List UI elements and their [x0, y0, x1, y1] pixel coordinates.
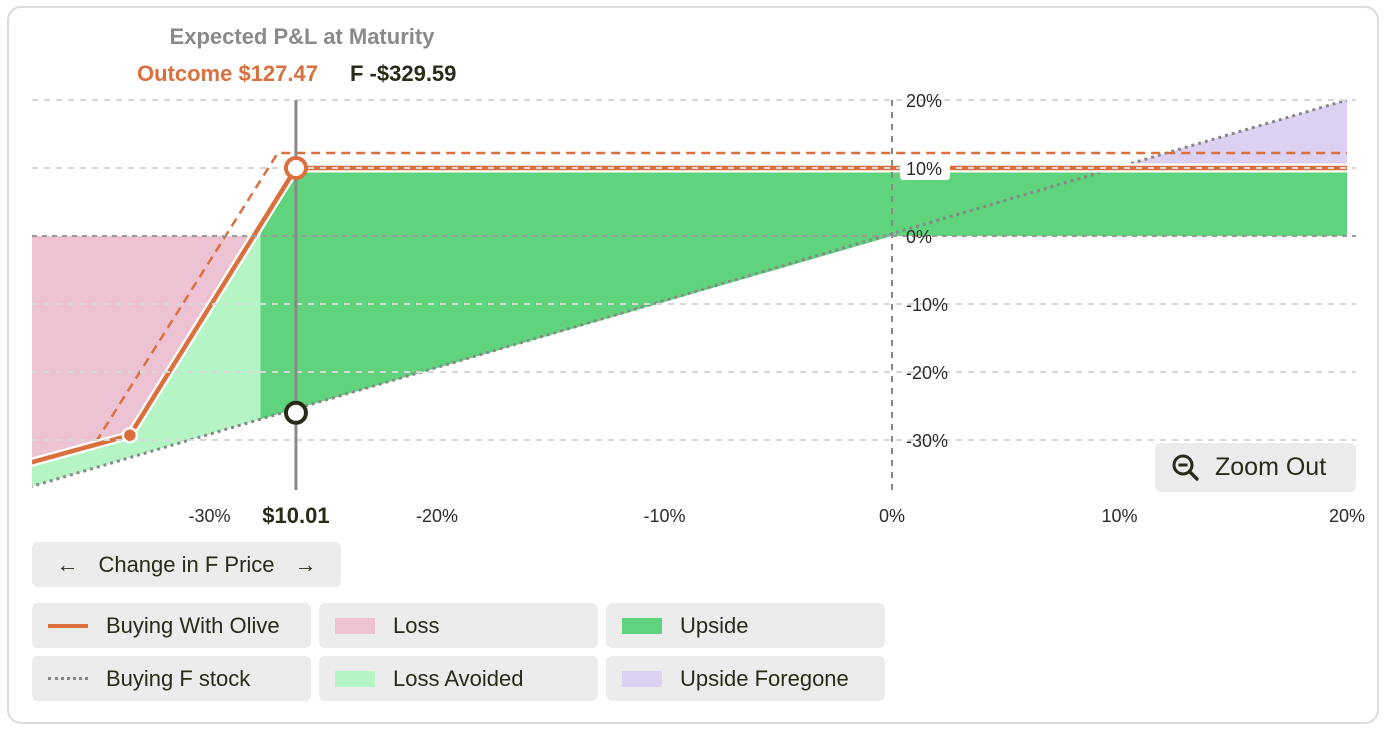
- x-tick-label: -20%: [416, 506, 458, 526]
- legend-loss[interactable]: Loss: [319, 603, 598, 648]
- legend-loss-avoided[interactable]: Loss Avoided: [319, 656, 598, 701]
- arrow-left-icon[interactable]: ←: [56, 551, 79, 577]
- plot-area: [32, 100, 1348, 488]
- legend-upside-foregone[interactable]: Upside Foregone: [606, 656, 885, 701]
- dotted-line-swatch-icon: [48, 677, 88, 680]
- legend-label: Buying With Olive: [106, 612, 280, 638]
- y-tick-label: -30%: [906, 431, 948, 451]
- upside-foregone-swatch-icon: [622, 670, 662, 687]
- series-line-olive: [32, 165, 1347, 465]
- axis-selector[interactable]: ← Change in F Price →: [32, 542, 341, 587]
- x-tick-label: -30%: [188, 506, 230, 526]
- chart-title: Expected P&L at Maturity: [169, 24, 435, 49]
- y-tick-label: 10%: [906, 159, 942, 179]
- legend-label: Loss Avoided: [393, 665, 524, 691]
- legend-upside[interactable]: Upside: [606, 603, 885, 648]
- zoom-out-label: Zoom Out: [1215, 453, 1327, 481]
- selected-price-label-bg: [255, 500, 336, 530]
- reference-dashed-line: [94, 151, 1347, 443]
- x-tick-label: 10%: [1101, 506, 1137, 526]
- upside-swatch-icon: [622, 617, 662, 634]
- x-tick-label: 20%: [1329, 506, 1365, 526]
- upside-foregone-area: [1115, 100, 1347, 168]
- outcome-value: Outcome $127.47: [137, 61, 318, 86]
- y-tick-label: 20%: [906, 91, 942, 111]
- arrow-right-icon[interactable]: →: [294, 551, 317, 577]
- loss-avoided-swatch-icon: [335, 670, 375, 687]
- legend-buying-with-olive[interactable]: Buying With Olive: [32, 603, 311, 648]
- legend-label: Loss: [393, 612, 440, 638]
- zoom-out-icon: [1172, 454, 1199, 481]
- x-tick-label: 0%: [879, 506, 905, 526]
- x-tick-label: -10%: [643, 506, 685, 526]
- marker-olive-point: [283, 156, 308, 180]
- solid-line-swatch-icon: [48, 623, 88, 628]
- loss-area: [32, 236, 254, 463]
- legend-label: Upside Foregone: [680, 665, 849, 691]
- marker-stock-point: [283, 400, 308, 425]
- y-tick-label-bg: [900, 156, 950, 180]
- y-tick-label: -10%: [906, 295, 948, 315]
- axis-selector-label: Change in F Price: [98, 551, 275, 577]
- loss-swatch-icon: [335, 617, 375, 634]
- loss-avoided-area: [32, 225, 261, 487]
- legend-buying-stock[interactable]: Buying F stock: [32, 656, 311, 701]
- y-tick-label: -20%: [906, 363, 948, 383]
- legend-label: Upside: [680, 612, 749, 638]
- zoom-out-button[interactable]: Zoom Out: [1155, 443, 1356, 492]
- y-tick-label: 0%: [906, 227, 932, 247]
- selected-price-label: $10.01: [262, 503, 329, 528]
- pnl-chart[interactable]: 20% 10% 0% -10% -20% -30% -30% -20% -10% 0% 10% 20%…: [0, 0, 1386, 540]
- stock-value: F -$329.59: [350, 61, 457, 86]
- marker-olive-breakpoint: [121, 426, 139, 444]
- upside-area: [260, 168, 1347, 420]
- legend-label: Buying F stock: [106, 665, 251, 691]
